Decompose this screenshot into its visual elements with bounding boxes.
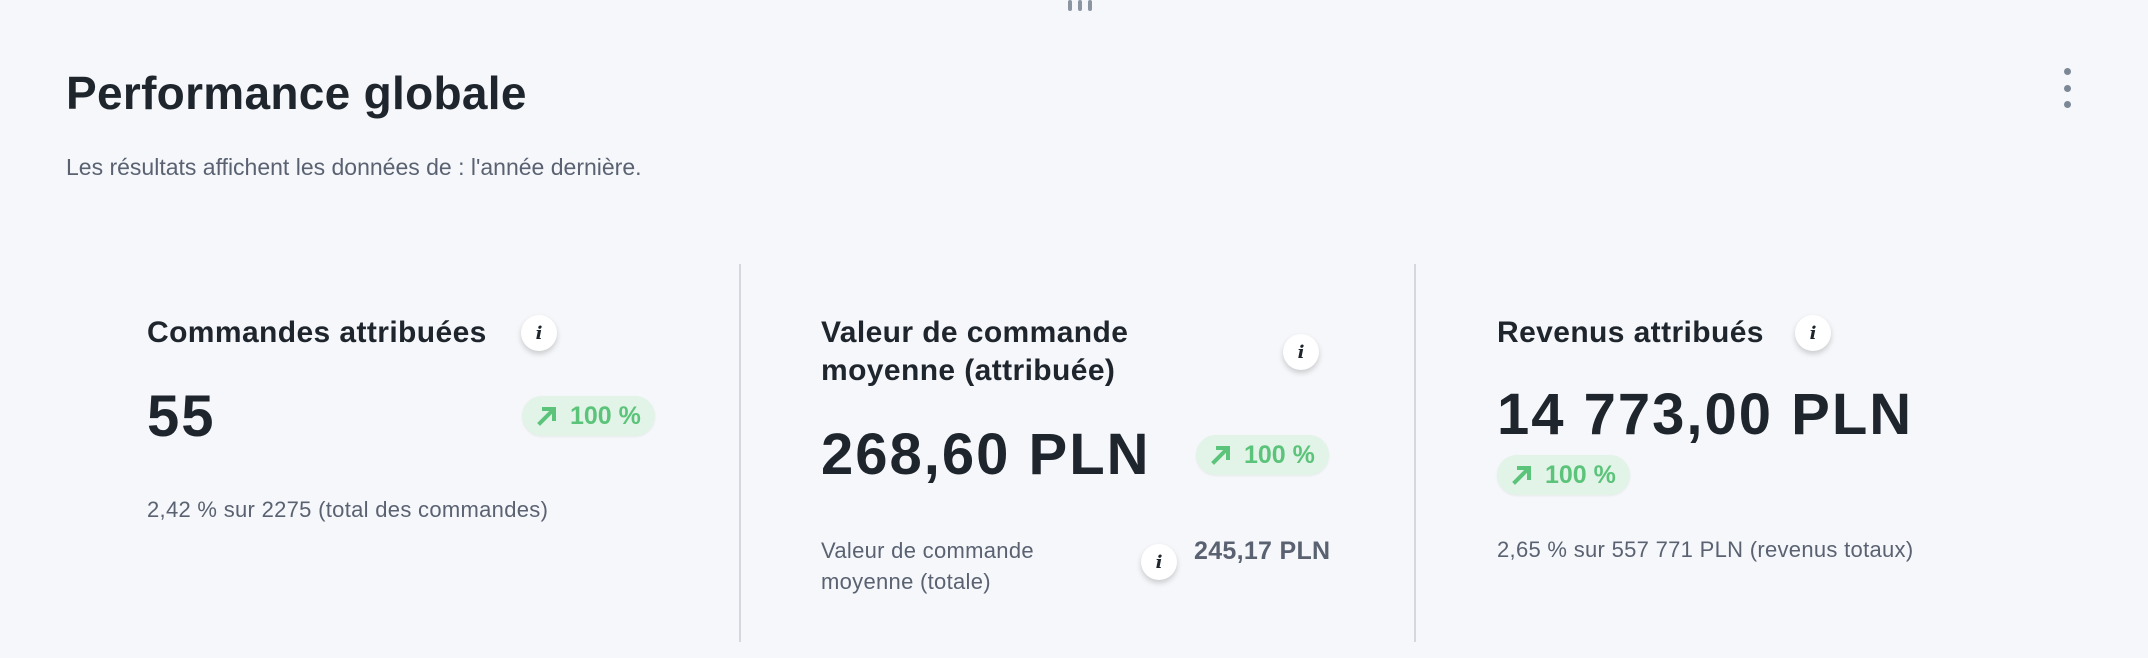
trend-badge: 100 %: [1196, 435, 1329, 475]
page-subtitle: Les résultats affichent les données de :…: [66, 154, 642, 180]
label-line: moyenne (attribuée): [821, 354, 1116, 387]
column-divider: [739, 264, 741, 642]
metric-label-orders: Commandes attribuées: [147, 316, 487, 349]
secondary-value: 245,17 PLN: [1194, 537, 1331, 565]
metric-value-revenue: 14 773,00 PLN: [1497, 382, 1914, 447]
label-line: Valeur de commande: [821, 316, 1129, 349]
metric-label-aov: Valeur de commande moyenne (attribuée): [821, 314, 1128, 390]
label-line: Valeur de commande: [821, 538, 1034, 563]
trend-value: 100 %: [1244, 440, 1315, 469]
label-line: moyenne (totale): [821, 569, 991, 594]
page-title: Performance globale: [66, 67, 527, 119]
trend-badge: 100 %: [522, 396, 655, 436]
metric-value-orders: 55: [147, 384, 216, 449]
info-icon[interactable]: i: [521, 315, 557, 351]
metric-footer: 2,65 % sur 557 771 PLN (revenus totaux): [1497, 537, 1914, 562]
arrow-up-right-icon: [1211, 446, 1230, 465]
drag-handle[interactable]: [1068, 0, 1092, 12]
info-icon[interactable]: i: [1283, 334, 1319, 370]
metric-footer: 2,42 % sur 2275 (total des commandes): [147, 497, 549, 522]
trend-badge: 100 %: [1497, 455, 1630, 495]
arrow-up-right-icon: [537, 407, 556, 426]
trend-value: 100 %: [1545, 460, 1616, 489]
metric-label-revenue: Revenus attribués: [1497, 316, 1764, 349]
more-options-icon[interactable]: [2058, 68, 2076, 108]
secondary-label: Valeur de commande moyenne (totale): [821, 535, 1034, 597]
column-divider: [1414, 264, 1416, 642]
info-icon[interactable]: i: [1795, 315, 1831, 351]
metric-value-aov: 268,60 PLN: [821, 422, 1151, 487]
trend-value: 100 %: [570, 401, 641, 430]
arrow-up-right-icon: [1512, 466, 1531, 485]
info-icon[interactable]: i: [1141, 544, 1177, 580]
